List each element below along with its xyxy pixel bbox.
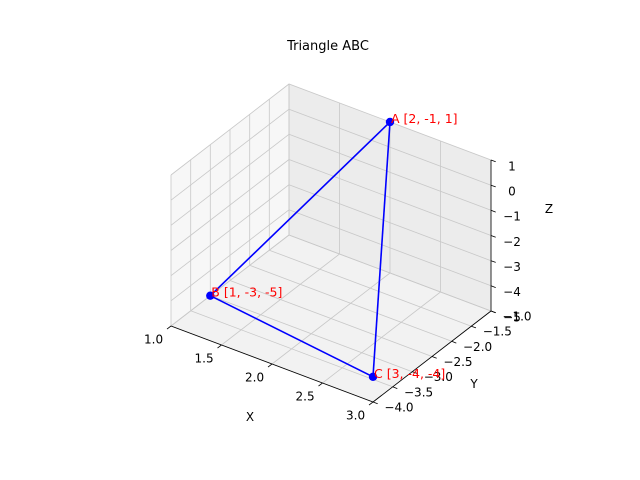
- y-tick-label: −2.0: [463, 340, 492, 354]
- y-tick-mark: [451, 340, 457, 344]
- x-tick-label: 1.0: [144, 332, 163, 346]
- z-tick-mark: [490, 260, 496, 263]
- grid-lines: [170, 83, 492, 403]
- z-tick-label: −3: [503, 260, 521, 274]
- y-grid-floor: [229, 280, 433, 357]
- z-tick-label: −2: [503, 235, 521, 249]
- point-label-B: B [1, -3, -5]: [211, 285, 282, 300]
- x-axis-label: X: [246, 410, 254, 424]
- x-tick-mark: [217, 344, 222, 349]
- z-grid-left: [170, 184, 290, 277]
- point-C: [368, 372, 378, 381]
- y-grid-floor: [269, 249, 472, 327]
- y-tick-mark: [392, 386, 398, 389]
- edge-CA: [372, 121, 391, 377]
- z-tick-mark: [490, 310, 496, 314]
- z-grid-left: [170, 108, 290, 201]
- z-axis-label: Z: [545, 202, 553, 216]
- y-tick-mark: [431, 356, 437, 359]
- point-label-A: A [2, -1, 1]: [391, 111, 458, 126]
- x-tick-label: 1.5: [195, 351, 214, 365]
- x-tick-mark: [267, 363, 273, 368]
- z-grid-back: [288, 209, 492, 287]
- triangle-edges: [209, 121, 391, 378]
- z-grid-left: [170, 209, 290, 302]
- z-grid-back: [288, 184, 492, 262]
- y-axis-label: Y: [469, 377, 478, 391]
- x-tick-label: 2.5: [296, 389, 315, 403]
- text-labels: 1.01.52.02.53.0−4.0−3.5−3.0−2.5−2.0−1.5−…: [144, 111, 531, 422]
- z-grid-left: [170, 83, 290, 176]
- z-tick-label: 0: [508, 184, 516, 198]
- z-tick-label: 1: [508, 159, 516, 173]
- z-tick-mark: [490, 159, 496, 163]
- y-tick-label: −1.5: [483, 325, 512, 339]
- axis-ticks: [166, 159, 496, 406]
- x-tick-mark: [318, 382, 323, 387]
- z-grid-back: [288, 159, 492, 236]
- x-tick-label: 2.0: [245, 370, 264, 384]
- y-tick-label: −2.5: [443, 355, 472, 369]
- edge-AB: [209, 121, 391, 297]
- z-tick-label: −1: [503, 210, 521, 224]
- edge-BC: [209, 294, 374, 378]
- y-tick-label: −4.0: [384, 401, 413, 415]
- y-tick-mark: [412, 371, 418, 374]
- z-grid-left: [170, 133, 290, 226]
- y-grid-floor: [190, 310, 393, 388]
- z-grid-left: [170, 234, 290, 327]
- y-tick-label: −3.5: [404, 385, 433, 399]
- x-tick-mark: [368, 401, 374, 406]
- z-tick-mark: [490, 235, 496, 238]
- x-tick-mark: [166, 325, 172, 330]
- point-B: [206, 291, 215, 300]
- z-grid-back: [288, 133, 492, 211]
- y-tick-mark: [471, 325, 477, 329]
- z-grid-back: [288, 234, 492, 312]
- y-tick-mark: [372, 401, 378, 405]
- z-grid-left: [170, 159, 290, 251]
- point-label-C: C [3, -4, -4]: [374, 366, 445, 381]
- z-tick-mark: [490, 184, 496, 188]
- z-grid-back: [288, 108, 492, 186]
- chart-title: Triangle ABC: [286, 39, 369, 54]
- y-grid-floor: [249, 264, 452, 342]
- z-tick-label: −4: [503, 285, 521, 299]
- z-tick-label: −5: [503, 310, 521, 324]
- x-tick-label: 3.0: [346, 408, 365, 422]
- point-A: [385, 117, 395, 127]
- triangle-points: [206, 117, 395, 381]
- z-tick-mark: [490, 209, 496, 213]
- y-tick-label: −1.0: [502, 310, 531, 324]
- y-grid-floor: [210, 295, 413, 373]
- y-tick-label: −3.0: [424, 370, 453, 384]
- z-tick-mark: [490, 285, 496, 288]
